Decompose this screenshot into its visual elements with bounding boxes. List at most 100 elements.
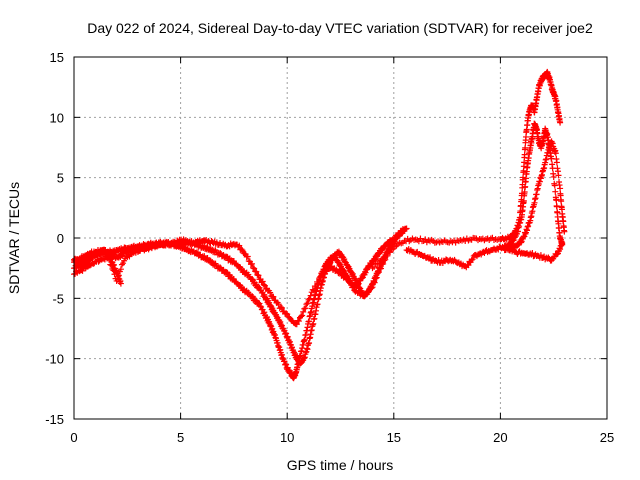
data-point <box>303 301 310 308</box>
data-point <box>256 300 263 307</box>
data-point <box>270 293 277 300</box>
data-point <box>550 173 557 180</box>
data-point <box>249 260 256 267</box>
data-point <box>372 275 379 282</box>
data-point <box>552 188 559 195</box>
data-point <box>553 159 560 166</box>
data-point <box>295 318 302 325</box>
data-point <box>375 269 382 276</box>
data-point <box>278 304 285 311</box>
data-point <box>302 305 309 312</box>
y-tick-label: 0 <box>57 231 64 246</box>
data-point <box>403 225 410 232</box>
data-point <box>307 292 314 299</box>
data-point <box>304 300 311 307</box>
data-point <box>260 281 267 288</box>
data-point <box>399 230 406 237</box>
series-track-7 <box>505 240 566 264</box>
data-point <box>257 303 264 310</box>
x-tick-label: 15 <box>387 430 401 445</box>
data-point <box>284 311 291 318</box>
series-track-8 <box>71 246 124 287</box>
x-tick-label: 25 <box>600 430 614 445</box>
data-point <box>545 254 552 261</box>
data-point <box>374 261 381 268</box>
data-point <box>315 279 322 286</box>
x-tick-label: 20 <box>493 430 507 445</box>
data-point <box>238 246 245 253</box>
data-point <box>236 242 243 249</box>
data-point <box>555 172 562 179</box>
data-point <box>558 198 565 205</box>
data-point <box>253 268 260 275</box>
data-point <box>117 280 124 287</box>
data-point <box>380 260 387 267</box>
series-track-5 <box>403 120 566 271</box>
series-track-4 <box>369 68 564 272</box>
data-point <box>371 263 378 270</box>
data-point <box>561 228 568 235</box>
x-tick-label: 10 <box>280 430 294 445</box>
data-point <box>117 266 124 273</box>
data-point <box>374 269 381 276</box>
data-point <box>552 150 559 157</box>
data-point <box>312 283 319 290</box>
data-point <box>293 321 300 328</box>
data-point <box>300 308 307 315</box>
y-tick-label: 10 <box>50 110 64 125</box>
data-point <box>336 268 343 275</box>
x-tick-label: 0 <box>70 430 77 445</box>
x-axis: 0 5 10 15 20 25 <box>70 57 614 445</box>
data-point <box>298 313 305 320</box>
data-point <box>305 296 312 303</box>
data-point <box>259 278 266 285</box>
data-point <box>261 291 268 298</box>
data-point <box>309 286 316 293</box>
y-tick-label: 15 <box>50 50 64 65</box>
data-point <box>365 289 372 296</box>
data-point <box>244 253 251 260</box>
x-axis-title: GPS time / hours <box>287 457 394 473</box>
data-point <box>382 254 389 261</box>
data-point <box>277 304 284 311</box>
data-point <box>217 264 224 271</box>
data-point <box>95 258 102 265</box>
data-point <box>255 272 262 279</box>
data-point <box>267 289 274 296</box>
series-track-6 <box>501 138 568 254</box>
data-point <box>371 279 378 286</box>
x-tick-label: 5 <box>177 430 184 445</box>
data-point <box>250 264 257 271</box>
data-point <box>239 247 246 254</box>
y-axis-title: SDTVAR / TECUs <box>6 182 22 294</box>
data-point <box>557 185 564 192</box>
data-point <box>520 174 527 181</box>
data-point <box>249 276 256 283</box>
data-point <box>368 285 375 292</box>
data-point <box>310 287 317 294</box>
data-point <box>306 295 313 302</box>
data-layer <box>71 68 568 382</box>
data-point <box>469 256 476 263</box>
y-tick-label: -5 <box>52 291 64 306</box>
data-point <box>559 240 566 247</box>
data-point <box>520 197 527 204</box>
data-point <box>427 254 434 261</box>
y-tick-label: 5 <box>57 171 64 186</box>
data-point <box>299 312 306 319</box>
data-point <box>369 284 376 291</box>
y-axis: -15 -10 -5 0 5 10 15 <box>45 50 607 427</box>
data-point <box>557 119 564 126</box>
data-point <box>522 144 529 151</box>
data-point <box>317 273 324 280</box>
y-tick-label: -15 <box>45 412 64 427</box>
series-track-3 <box>71 236 393 328</box>
data-point <box>316 275 323 282</box>
data-point <box>378 265 385 272</box>
data-point <box>350 284 357 291</box>
chart-title: Day 022 of 2024, Sidereal Day-to-day VTE… <box>87 20 593 36</box>
data-point <box>468 257 475 264</box>
data-point <box>251 265 258 272</box>
y-tick-label: -10 <box>45 352 64 367</box>
